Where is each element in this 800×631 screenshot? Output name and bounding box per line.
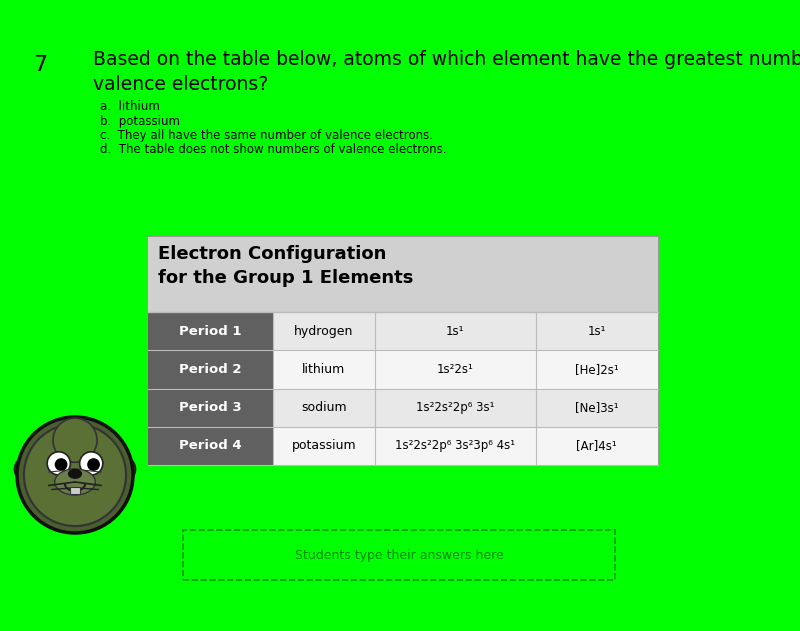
Circle shape [110, 456, 135, 482]
Text: [He]2s¹: [He]2s¹ [575, 363, 618, 376]
Bar [70, 487, 80, 493]
Text: a.  lithium: a. lithium [100, 100, 160, 113]
Ellipse shape [54, 469, 95, 495]
Circle shape [54, 458, 67, 471]
Text: hydrogen: hydrogen [294, 324, 354, 338]
Text: Electron Configuration: Electron Configuration [158, 245, 386, 263]
Circle shape [17, 417, 133, 533]
Text: Period 1: Period 1 [179, 324, 242, 338]
Circle shape [24, 424, 126, 526]
Text: valence electrons?: valence electrons? [93, 75, 268, 94]
Bar [273, 389, 658, 427]
Bar [148, 237, 658, 312]
Circle shape [87, 458, 100, 471]
Text: Period 4: Period 4 [179, 439, 242, 452]
Text: d.  The table does not show numbers of valence electrons.: d. The table does not show numbers of va… [100, 143, 446, 156]
Text: Students type their answers here: Students type their answers here [294, 548, 503, 562]
Text: 1s²2s²2p⁶ 3s²3p⁶ 4s¹: 1s²2s²2p⁶ 3s²3p⁶ 4s¹ [395, 439, 515, 452]
Bar [148, 237, 658, 465]
Text: 1s²2s¹: 1s²2s¹ [437, 363, 474, 376]
Text: 7: 7 [33, 55, 47, 75]
Bar [273, 350, 658, 389]
Bar [148, 427, 273, 465]
Text: 1s²2s²2p⁶ 3s¹: 1s²2s²2p⁶ 3s¹ [416, 401, 494, 414]
Text: potassium: potassium [292, 439, 356, 452]
Bar [183, 530, 615, 580]
Bar [273, 312, 658, 350]
Text: lithium: lithium [302, 363, 346, 376]
Circle shape [80, 452, 103, 475]
Text: Based on the table below, atoms of which element have the greatest number of: Based on the table below, atoms of which… [93, 50, 800, 69]
Ellipse shape [69, 469, 82, 478]
Circle shape [14, 456, 40, 482]
Bar [148, 389, 273, 427]
Text: for the Group 1 Elements: for the Group 1 Elements [158, 269, 414, 287]
Text: c.  They all have the same number of valence electrons.: c. They all have the same number of vale… [100, 129, 433, 142]
Text: [Ar]4s¹: [Ar]4s¹ [577, 439, 617, 452]
Text: sodium: sodium [301, 401, 346, 414]
Text: Period 3: Period 3 [179, 401, 242, 414]
Text: 1s¹: 1s¹ [446, 324, 465, 338]
Text: [Ne]3s¹: [Ne]3s¹ [575, 401, 618, 414]
Bar [148, 350, 273, 389]
Text: b.  potassium: b. potassium [100, 115, 180, 128]
Bar [148, 312, 273, 350]
Circle shape [53, 418, 97, 463]
Circle shape [47, 452, 70, 475]
Text: 1s¹: 1s¹ [587, 324, 606, 338]
Bar [273, 427, 658, 465]
Text: Period 2: Period 2 [179, 363, 242, 376]
